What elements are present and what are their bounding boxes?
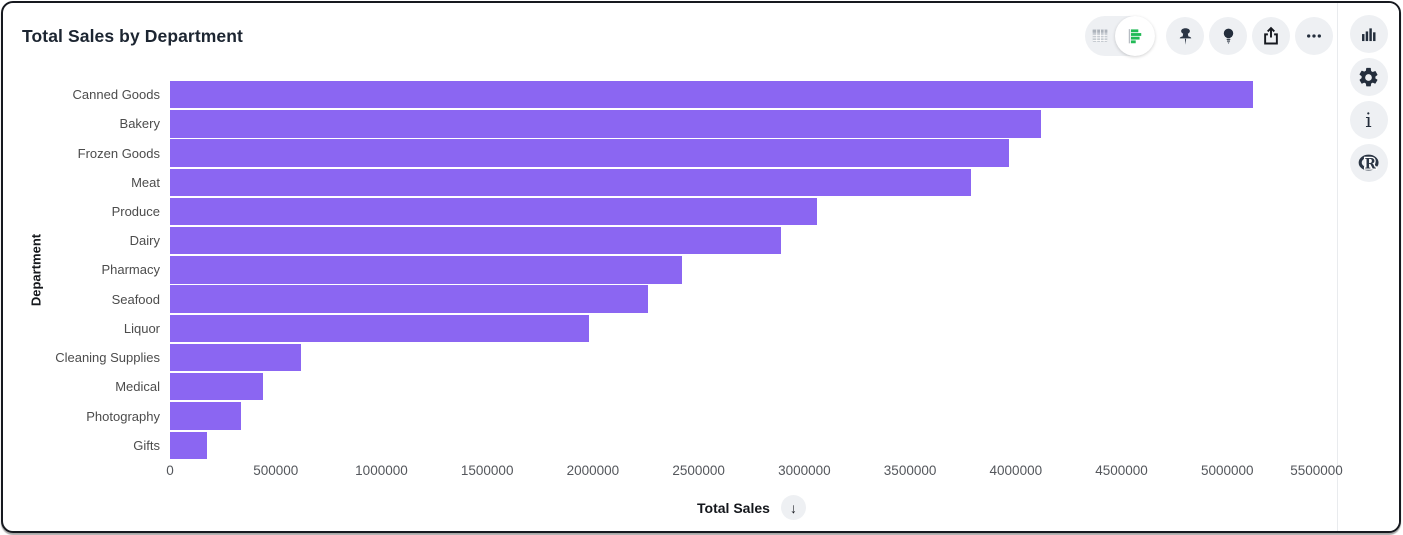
- bar[interactable]: [170, 373, 264, 401]
- bar[interactable]: [170, 285, 648, 313]
- bar-row: [170, 197, 1333, 226]
- bar-row: [170, 168, 1333, 197]
- gear-icon: [1357, 66, 1380, 89]
- ellipsis-icon: [1303, 25, 1325, 47]
- view-toggle: [1085, 16, 1155, 56]
- y-axis-label: Produce: [111, 203, 160, 219]
- y-axis-label: Frozen Goods: [77, 145, 160, 161]
- bar[interactable]: [170, 256, 682, 284]
- bar-row: [170, 372, 1333, 401]
- sort-descending-button[interactable]: ↓: [780, 495, 806, 520]
- bar[interactable]: [170, 139, 1010, 167]
- chart-view-button[interactable]: [1115, 16, 1155, 56]
- bar-row: [170, 401, 1333, 430]
- bar[interactable]: [170, 314, 589, 343]
- x-tick-label: 2000000: [566, 463, 620, 478]
- share-button[interactable]: [1252, 17, 1290, 55]
- more-button[interactable]: [1295, 17, 1333, 55]
- y-axis-label: Canned Goods: [72, 87, 160, 103]
- x-axis-title: Total Sales: [697, 499, 770, 516]
- bar-row: [170, 255, 1333, 284]
- bar-row: [170, 285, 1333, 314]
- bar-row: [170, 226, 1333, 255]
- bar-row: [170, 314, 1333, 343]
- bar[interactable]: [170, 197, 818, 226]
- x-tick-label: 3000000: [778, 463, 831, 478]
- x-tick-label: 4000000: [989, 463, 1043, 478]
- x-tick-label: 1000000: [355, 463, 408, 478]
- x-axis-title-row: Total Sales ↓: [170, 494, 1333, 521]
- y-axis-label: Meat: [131, 174, 160, 190]
- bar-row: [170, 80, 1333, 109]
- lightbulb-icon: [1218, 26, 1239, 47]
- x-tick-label: 500000: [253, 463, 299, 478]
- visualization-button[interactable]: [1349, 15, 1388, 53]
- r-logo-icon: R: [1357, 151, 1381, 175]
- bar-row: [170, 138, 1333, 167]
- plot-area: [170, 80, 1333, 460]
- bar[interactable]: [170, 110, 1042, 138]
- r-language-button[interactable]: R: [1349, 144, 1388, 182]
- x-tick-label: 3500000: [883, 463, 937, 478]
- bar[interactable]: [170, 227, 782, 255]
- y-axis-label: Gifts: [133, 437, 160, 453]
- right-rail: i R: [1337, 3, 1399, 531]
- bar[interactable]: [170, 168, 972, 196]
- table-view-button[interactable]: [1085, 16, 1115, 56]
- svg-text:R: R: [1364, 157, 1376, 173]
- x-tick-label: 5500000: [1290, 463, 1343, 478]
- toolbar: [1085, 16, 1333, 56]
- down-arrow-icon: ↓: [789, 499, 797, 516]
- info-button[interactable]: i: [1349, 101, 1388, 139]
- bar-row: [170, 343, 1333, 372]
- y-axis-label: Liquor: [123, 320, 160, 336]
- share-icon: [1260, 25, 1282, 47]
- y-axis-labels: Canned Goods Bakery Frozen Goods Meat Produc…: [3, 80, 160, 460]
- x-tick-label: 4500000: [1095, 463, 1148, 478]
- bar[interactable]: [170, 80, 1253, 109]
- y-axis-label: Bakery: [119, 116, 160, 132]
- bar[interactable]: [170, 402, 241, 430]
- y-axis-label: Medical: [115, 379, 160, 395]
- insights-button[interactable]: [1209, 17, 1247, 55]
- bar-chart-view-icon: [1124, 25, 1146, 47]
- bar[interactable]: [170, 431, 208, 459]
- bar-chart-icon: [1358, 24, 1379, 45]
- y-axis-label: Photography: [86, 408, 160, 424]
- y-axis-label: Seafood: [111, 291, 160, 307]
- table-view-icon: [1089, 25, 1111, 47]
- y-axis-label: Dairy: [129, 233, 160, 249]
- x-axis-ticks: 0 500000 1000000 1500000 2000000 2500000 30000…: [166, 463, 1353, 481]
- x-tick-label: 1500000: [460, 463, 514, 478]
- settings-button[interactable]: [1349, 58, 1388, 96]
- info-icon: i: [1365, 108, 1372, 132]
- bar-row: [170, 109, 1333, 138]
- page-title: Total Sales by Department: [22, 26, 243, 46]
- x-tick-label: 0: [166, 463, 174, 478]
- bar-row: [170, 431, 1333, 460]
- pin-icon: [1175, 26, 1196, 47]
- x-tick-label: 5000000: [1200, 463, 1254, 478]
- pin-button[interactable]: [1166, 17, 1204, 55]
- y-axis-label: Cleaning Supplies: [55, 350, 160, 366]
- y-axis-label: Pharmacy: [101, 262, 160, 278]
- x-tick-label: 2500000: [672, 463, 725, 478]
- bar[interactable]: [170, 343, 302, 372]
